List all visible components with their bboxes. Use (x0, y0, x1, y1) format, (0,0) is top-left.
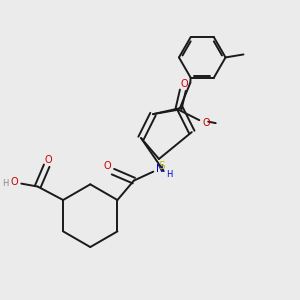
Text: O: O (44, 155, 52, 165)
Text: H: H (2, 179, 9, 188)
Text: O: O (181, 79, 188, 89)
Text: H: H (166, 169, 172, 178)
Text: N: N (156, 164, 164, 174)
Text: O: O (103, 161, 111, 171)
Text: O: O (202, 118, 210, 128)
Text: S: S (158, 160, 165, 170)
Text: O: O (10, 177, 18, 187)
